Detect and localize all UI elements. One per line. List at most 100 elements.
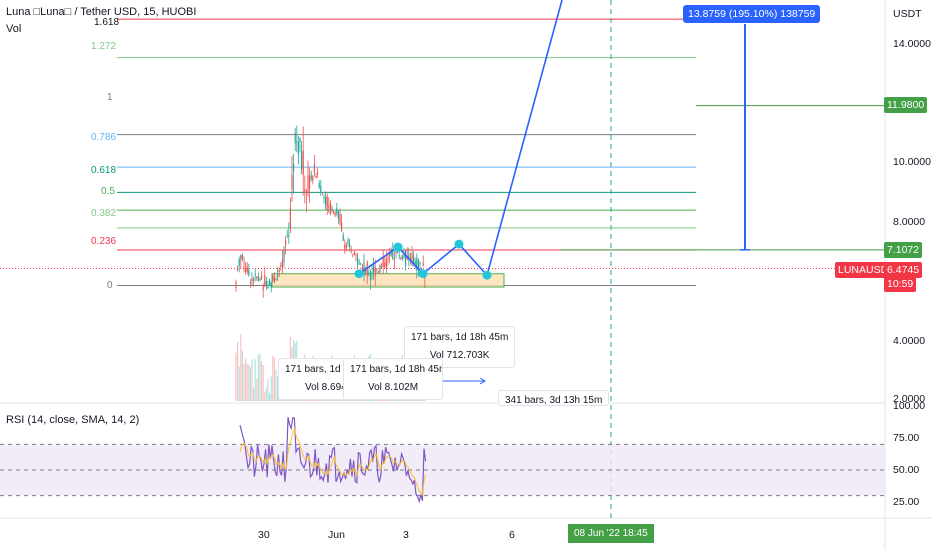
volume-bar — [265, 387, 267, 401]
candle-body — [264, 275, 266, 286]
volume-bar — [270, 376, 272, 401]
candle-body — [385, 259, 387, 267]
candle-body — [312, 176, 314, 181]
rsi-tick: 100.00 — [893, 400, 926, 412]
time-tick: 6 — [509, 529, 515, 541]
volume-bar — [256, 378, 258, 401]
rsi-tick: 75.00 — [893, 432, 920, 444]
candle-body — [241, 254, 243, 260]
price-tick: 8.0000 — [893, 216, 926, 228]
candle-body — [294, 132, 296, 144]
candle-body — [277, 274, 279, 277]
candle-body — [325, 197, 327, 206]
candle-body — [422, 263, 424, 267]
candle-body — [243, 266, 245, 268]
candle-body — [405, 250, 407, 266]
candle-body — [333, 211, 335, 214]
candle-body — [352, 254, 354, 256]
range-box-1-bars: 171 bars, 1d 18h 45m — [411, 332, 509, 343]
candle-body — [416, 258, 418, 271]
candle-body — [329, 202, 331, 215]
candle-body — [261, 275, 263, 279]
volume-bar — [269, 392, 271, 401]
candle-body — [398, 255, 400, 257]
candle-body — [297, 141, 299, 155]
candle-body — [280, 265, 282, 267]
volume-bar — [238, 366, 240, 401]
candle-body — [235, 281, 237, 288]
candle-body — [289, 207, 291, 229]
volume-bar — [243, 363, 245, 401]
candle-body — [254, 274, 256, 276]
measure-label: 13.8759 (195.10%) 138759 — [683, 5, 821, 23]
fib-label: 0.382 — [91, 208, 117, 219]
candle-body — [393, 260, 395, 261]
candle-body — [357, 257, 359, 265]
candle-body — [302, 150, 304, 175]
volume-bar — [267, 378, 269, 401]
price-tick: 14.0000 — [893, 38, 931, 50]
candle-body — [307, 175, 309, 194]
rsi-tick: 50.00 — [893, 464, 920, 476]
candle-body — [349, 243, 351, 247]
projection-up-line — [486, 0, 563, 276]
volume-bar — [264, 391, 266, 401]
time-tick: 3 — [403, 529, 409, 541]
volume-bar — [259, 353, 261, 401]
candle-body — [371, 272, 373, 275]
candle-body — [392, 252, 394, 260]
volume-bar — [262, 365, 264, 401]
fib-label: 0.618 — [91, 165, 117, 176]
candle-body — [337, 211, 339, 219]
candle-body — [414, 261, 416, 265]
price-tick: 4.0000 — [893, 335, 926, 347]
candle-body — [389, 253, 391, 256]
fib-label: 0.236 — [91, 236, 117, 247]
range-box-3: 171 bars, 1d 18h 45m Vol 8.102M — [343, 358, 443, 400]
price-axis-unit: USDT — [893, 8, 922, 20]
volume-bar — [257, 354, 259, 401]
candle-body — [390, 252, 392, 256]
projection-point — [354, 269, 364, 279]
candle-body — [246, 266, 248, 273]
candle-body — [344, 244, 346, 250]
range-box-2: 171 bars, 1d 18h 45m Vol 8.694 — [278, 358, 352, 400]
crosshair-time-label: 08 Jun '22 18:45 — [568, 524, 654, 543]
candle-body — [336, 208, 338, 214]
candle-body — [272, 277, 274, 281]
candle-body — [296, 141, 298, 143]
candle-body — [373, 264, 375, 273]
candle-body — [251, 278, 253, 281]
candle-body — [400, 257, 402, 259]
candle-body — [304, 189, 306, 192]
candle-body — [411, 253, 413, 266]
fib-retracement — [0, 18, 885, 288]
time-tick: Jun — [328, 529, 345, 541]
candle-body — [401, 254, 403, 259]
fib-label: 0.5 — [101, 186, 115, 197]
candle-body — [240, 255, 242, 260]
candle-body — [275, 279, 277, 281]
candle-body — [387, 257, 389, 259]
candle-body — [310, 174, 312, 179]
candle-body — [368, 272, 370, 273]
volume-bar — [254, 358, 256, 401]
candle-body — [360, 263, 362, 265]
rsi-tick: 25.00 — [893, 496, 920, 508]
rsi-label: RSI (14, close, SMA, 14, 2) — [6, 414, 140, 426]
candle-body — [288, 234, 290, 237]
candle-body — [249, 282, 251, 284]
drawings — [354, 0, 750, 518]
candle-body — [270, 282, 272, 288]
candle-body — [305, 192, 307, 194]
volume-bar — [253, 387, 255, 401]
candle-body — [309, 175, 311, 189]
candle-body — [245, 268, 247, 272]
candle-body — [281, 260, 283, 268]
symbol-tag: LUNAUSDT — [835, 262, 898, 278]
candle-body — [377, 271, 379, 273]
candle-body — [257, 277, 259, 281]
candle-body — [341, 221, 343, 231]
candle-body — [358, 263, 360, 265]
